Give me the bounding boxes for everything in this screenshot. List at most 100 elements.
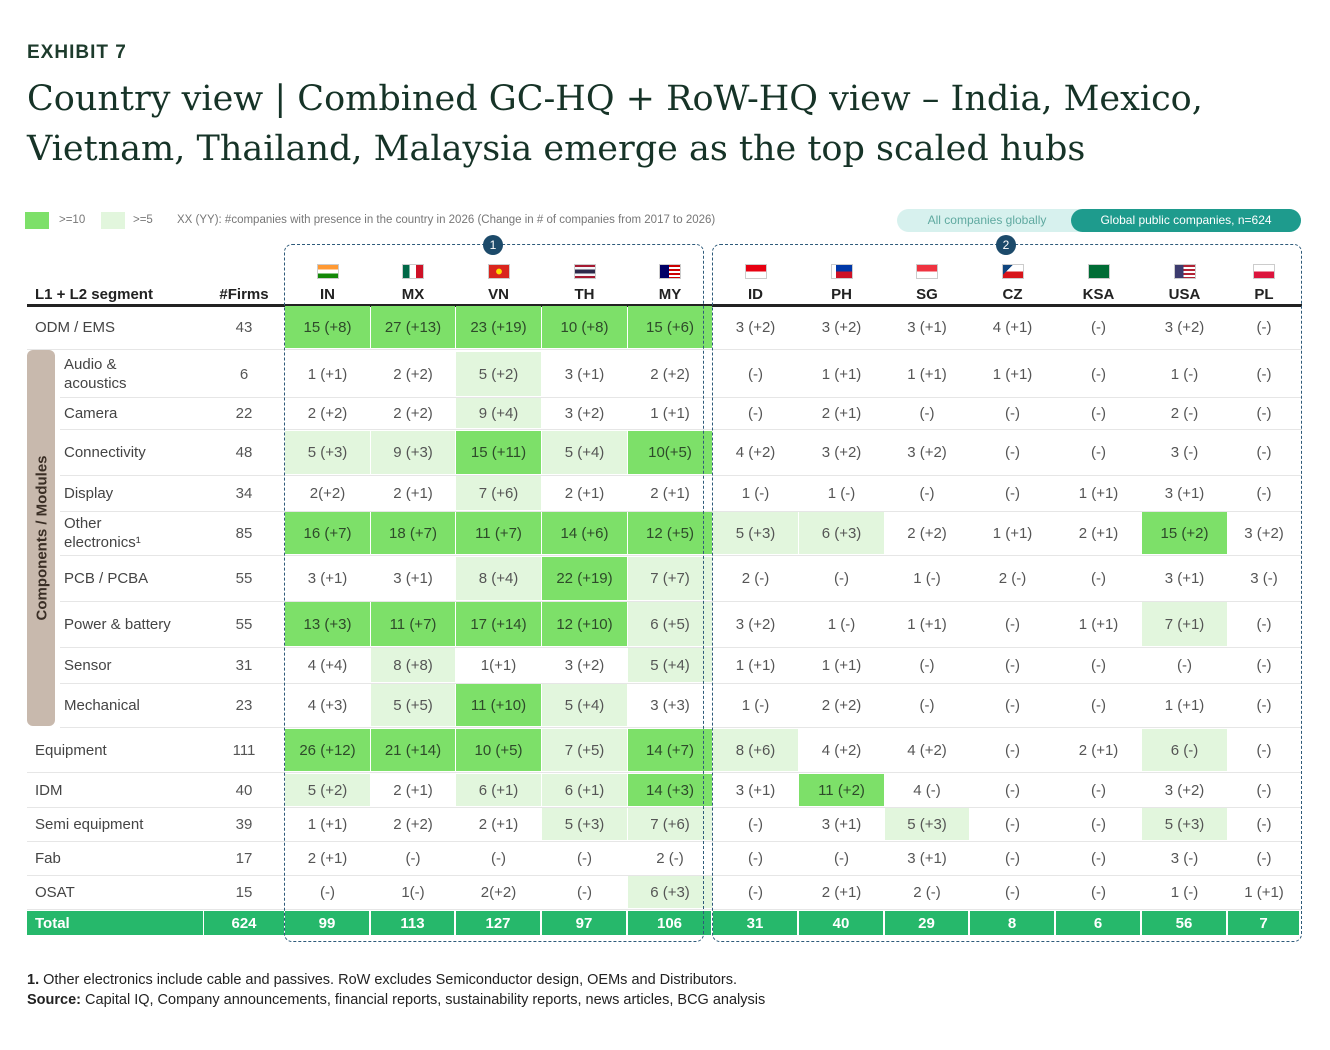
row-firms: 111 (232, 741, 256, 759)
total-cell: 29 (885, 911, 968, 935)
table-cell: 6 (+3) (628, 876, 712, 908)
table-cell: 1 (-) (1170, 883, 1199, 901)
table-cell: 2 (+1) (1078, 524, 1119, 542)
group-2-badge: 2 (996, 235, 1016, 255)
table-cell: 2 (+1) (393, 781, 433, 799)
table-cell: (-) (919, 484, 935, 502)
table-cell: (-) (1091, 849, 1106, 867)
table-cell: 7 (+5) (542, 729, 627, 771)
table-cell: 8 (+6) (713, 729, 798, 771)
header-country-pl: PL (1254, 286, 1274, 303)
table-cell: 2 (+1) (1078, 741, 1119, 759)
table-cell: 1(+1) (480, 656, 517, 674)
row-firms: 39 (235, 815, 253, 833)
header-country-in: IN (320, 286, 335, 303)
table-cell: 3 (+1) (907, 849, 947, 867)
table-cell: 3 (+2) (1244, 524, 1284, 542)
table-cell: 5 (+2) (456, 352, 541, 396)
table-cell: (-) (1005, 849, 1020, 867)
table-cell: 5 (+3) (542, 808, 627, 840)
table-cell: 3 (+1) (393, 570, 433, 587)
total-cell: 106 (628, 911, 711, 935)
row-separator (60, 727, 1302, 728)
header-country-id: ID (748, 286, 763, 303)
table-cell: (-) (1005, 484, 1020, 502)
table-cell: (-) (834, 849, 849, 867)
row-separator (27, 349, 1302, 350)
footnote-text: Other electronics include cable and pass… (43, 972, 738, 988)
table-cell: 26 (+12) (285, 729, 370, 771)
table-cell: 3 (+2) (1164, 781, 1205, 799)
table-cell: 2 (+1) (821, 883, 862, 901)
table-cell: 15 (+2) (1142, 512, 1227, 554)
table-cell: 23 (+19) (456, 306, 541, 348)
table-cell: 1 (-) (741, 484, 770, 502)
source-label: Source: (27, 992, 81, 1008)
table-cell: 2 (+1) (564, 484, 605, 502)
table-cell: 14 (+7) (628, 729, 712, 771)
table-cell: 2 (+1) (478, 815, 519, 833)
table-cell: 8 (+4) (456, 557, 541, 600)
table-cell: 3 (+1) (735, 781, 776, 799)
table-cell: (-) (1091, 883, 1106, 901)
table-cell: 2 (+2) (393, 815, 433, 833)
row-separator (60, 647, 1302, 648)
flag-czechia-icon (1001, 264, 1024, 279)
flag-malaysia-icon (659, 264, 681, 279)
table-cell: (-) (1091, 570, 1106, 587)
flag-singapore-icon (916, 264, 938, 279)
row-segment-label: Connectivity (64, 444, 146, 461)
table-cell: 3 (-) (1170, 849, 1199, 867)
table-cell: 1 (+1) (821, 365, 862, 383)
toggle-public-companies[interactable]: Global public companies, n=624 (1071, 209, 1301, 232)
header-country-th: TH (574, 286, 595, 303)
row-firms: 55 (235, 615, 253, 633)
table-cell: (-) (748, 404, 763, 422)
table-cell: (-) (1091, 365, 1106, 383)
legend-note: XX (YY): #companies with presence in the… (177, 214, 716, 226)
row-firms: 48 (235, 444, 253, 461)
table-cell: (-) (919, 696, 935, 714)
table-cell: (-) (1256, 484, 1272, 502)
row-separator (60, 511, 1302, 512)
table-cell: 27 (+13) (371, 306, 455, 348)
table-cell: 5 (+4) (542, 431, 627, 474)
table-cell: 4 (+4) (307, 656, 348, 674)
table-cell: 1 (+1) (907, 615, 947, 633)
row-segment-label: Equipment (35, 741, 107, 759)
toggle-all-companies[interactable]: All companies globally (927, 213, 1047, 227)
table-cell: 5 (+3) (285, 431, 370, 474)
source-text: Capital IQ, Company announcements, finan… (85, 992, 766, 1008)
table-cell: 1 (-) (827, 615, 856, 633)
row-separator (60, 429, 1302, 430)
row-firms: 22 (235, 404, 253, 422)
table-cell: 5 (+3) (713, 512, 798, 554)
table-cell: 1(-) (401, 883, 425, 901)
table-cell: (-) (919, 404, 935, 422)
table-cell: 18 (+7) (371, 512, 455, 554)
table-cell: 4 (-) (913, 781, 941, 799)
table-cell: 2 (+2) (650, 365, 690, 383)
legend-light-label: >=5 (133, 214, 153, 226)
table-cell: 15 (+11) (456, 431, 541, 474)
table-cell: 2 (+1) (650, 484, 690, 502)
table-cell: 1 (-) (913, 570, 941, 587)
exhibit-label: EXHIBIT 7 (27, 42, 127, 63)
table-cell: (-) (1256, 444, 1272, 461)
table-cell: 7 (+6) (456, 476, 541, 510)
table-cell: 2 (-) (913, 883, 941, 901)
table-cell: 3 (+1) (307, 570, 348, 587)
table-cell: 4 (+3) (307, 696, 348, 714)
table-cell: 7 (+7) (628, 557, 712, 600)
row-firms: 85 (235, 524, 253, 542)
table-cell: (-) (1091, 696, 1106, 714)
total-cell: 6 (1056, 911, 1140, 935)
table-cell: 1 (+1) (1078, 615, 1119, 633)
legend-dark-label: >=10 (59, 214, 86, 226)
table-cell: (-) (1256, 781, 1272, 799)
row-firms: 55 (235, 570, 253, 587)
source-line: Source: Capital IQ, Company announcement… (27, 992, 765, 1008)
flag-philippines-icon (830, 264, 853, 279)
table-cell: 11 (+10) (456, 684, 541, 726)
row-separator (60, 555, 1302, 556)
